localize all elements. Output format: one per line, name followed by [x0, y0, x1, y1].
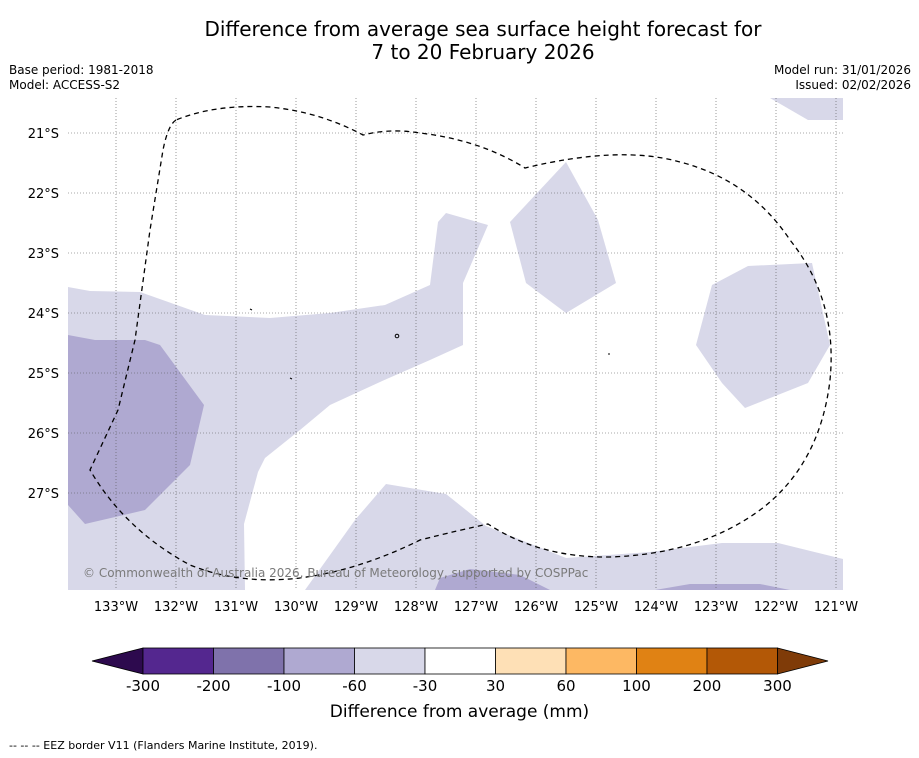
colorbar: [91, 647, 829, 675]
island-marker: [249, 308, 253, 311]
latitude-label: 27°S: [28, 487, 59, 502]
longitude-label: 130°W: [274, 600, 318, 615]
longitude-label: 121°W: [814, 600, 858, 615]
colorbar-segment: [495, 647, 567, 675]
colorbar-tick-label: -100: [266, 677, 302, 695]
colorbar-extend-high: [777, 647, 829, 675]
longitude-label: 133°W: [94, 600, 138, 615]
colorbar-tick-label: -60: [342, 677, 367, 695]
colorbar-segment: [354, 647, 426, 675]
colorbar-segment: [213, 647, 285, 675]
map-area: [68, 98, 843, 590]
colorbar-tick-label: 100: [622, 677, 651, 695]
colorbar-segment: [636, 647, 708, 675]
colorbar-segment: [706, 647, 778, 675]
title-line-2: 7 to 20 February 2026: [371, 40, 595, 64]
colorbar-tick-label: -200: [196, 677, 231, 695]
model-name: Model: ACCESS-S2: [9, 78, 121, 92]
longitude-label: 126°W: [514, 600, 558, 615]
longitude-label: 125°W: [574, 600, 618, 615]
base-info: Base period: 1981-2018 Model: ACCESS-S2: [9, 63, 154, 93]
graticule: [68, 98, 843, 590]
colorbar-segment: [283, 647, 355, 675]
anomaly-region-mid-south: [435, 569, 550, 590]
island-marker: [289, 377, 293, 380]
anomaly-region-mid-west: [68, 335, 204, 524]
longitude-label: 129°W: [334, 600, 378, 615]
map-title: Difference from average sea surface heig…: [0, 18, 919, 64]
longitude-labels: 133°W 132°W 131°W 130°W 129°W 128°W 127°W 126°W…: [94, 600, 858, 615]
run-info: Model run: 31/01/2026 Issued: 02/02/2026: [774, 63, 911, 93]
anomaly-region-light-south: [305, 484, 843, 590]
islands: [249, 308, 610, 380]
latitude-label: 25°S: [28, 367, 59, 382]
colorbar-tick-label: 200: [692, 677, 722, 695]
longitude-label: 123°W: [694, 600, 738, 615]
issued-date: Issued: 02/02/2026: [795, 78, 911, 92]
colorbar-tick-label: -30: [412, 677, 438, 695]
colorbar-segment: [565, 647, 637, 675]
longitude-label: 124°W: [634, 600, 678, 615]
island-marker: [394, 333, 400, 339]
latitude-label: 21°S: [28, 127, 59, 142]
latitude-label: 26°S: [28, 427, 59, 442]
base-period: Base period: 1981-2018: [9, 63, 154, 77]
longitude-label: 127°W: [454, 600, 498, 615]
colorbar-segment: [424, 647, 496, 675]
title-line-1: Difference from average sea surface heig…: [204, 17, 762, 41]
anomaly-region-mid-southeast: [655, 584, 790, 590]
anomaly-region-light-east: [696, 263, 830, 408]
longitude-label: 132°W: [154, 600, 198, 615]
latitude-label: 24°S: [28, 307, 59, 322]
anomaly-region-light-center: [510, 162, 616, 313]
colorbar-tick-label: -300: [125, 677, 161, 695]
colorbar-tick-label: 30: [485, 677, 506, 695]
copyright-notice: © Commonwealth of Australia 2026, Bureau…: [83, 566, 588, 580]
eez-legend: -- -- -- EEZ border V11 (Flanders Marine…: [9, 739, 318, 752]
anomaly-region-light-northeast: [770, 98, 843, 120]
longitude-label: 122°W: [754, 600, 798, 615]
longitude-label: 128°W: [394, 600, 438, 615]
colorbar-segment: [142, 647, 214, 675]
anomaly-region-light-west: [68, 213, 488, 590]
colorbar-tick-label: 60: [556, 677, 576, 695]
latitude-labels: 21°S 22°S 23°S 24°S 25°S 26°S 27°S: [28, 127, 59, 502]
model-run: Model run: 31/01/2026: [773, 63, 911, 77]
colorbar-extend-low: [91, 647, 144, 675]
colorbar-tick-label: 300: [763, 677, 792, 695]
colorbar-title: Difference from average (mm): [329, 702, 590, 722]
longitude-label: 131°W: [214, 600, 258, 615]
latitude-label: 22°S: [28, 187, 59, 202]
latitude-label: 23°S: [28, 247, 59, 262]
